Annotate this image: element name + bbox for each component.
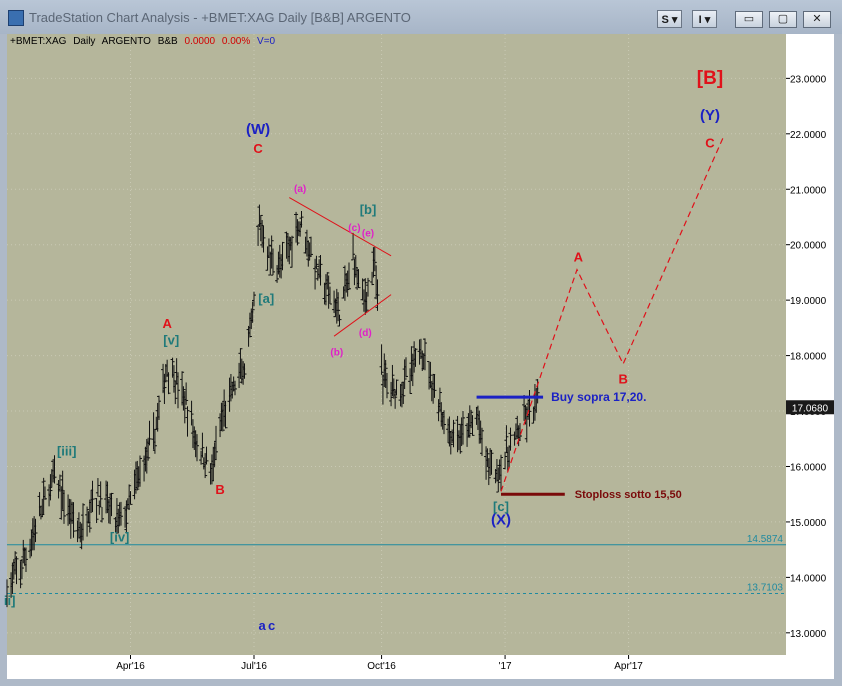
- wave-label: [b]: [360, 202, 377, 217]
- header-volume: V=0: [257, 36, 276, 47]
- price-axis[interactable]: [786, 34, 834, 655]
- price-tick-label: 20.0000: [790, 241, 827, 252]
- styles-menu-button[interactable]: S ▾: [657, 10, 682, 28]
- maximize-button[interactable]: ▢: [769, 11, 797, 28]
- app-icon: [8, 10, 24, 26]
- price-tick-label: 15.0000: [790, 518, 827, 529]
- price-tick-label: 19.0000: [790, 296, 827, 307]
- wave-label: ii]: [4, 593, 16, 608]
- wave-label: [a]: [258, 291, 274, 306]
- wave-label: B: [215, 482, 224, 497]
- price-tick-label: 21.0000: [790, 185, 827, 196]
- wave-label: (c): [348, 223, 360, 234]
- wave-label: (W): [246, 121, 270, 138]
- wave-label: C: [253, 141, 263, 156]
- wave-label: a: [259, 618, 267, 633]
- date-tick-label: Apr'16: [116, 661, 145, 672]
- window-title: TradeStation Chart Analysis - +BMET:XAG …: [29, 10, 411, 25]
- window-bottom-border: [0, 679, 842, 686]
- price-tick-label: 13.0000: [790, 629, 827, 640]
- triangle-trendline: [289, 197, 392, 257]
- header-tag: B&B: [157, 36, 178, 47]
- wave-label: (e): [362, 228, 374, 239]
- wave-label: (Y): [700, 107, 720, 124]
- last-price-label: 17.0680: [792, 403, 829, 414]
- date-tick-label: Oct'16: [367, 661, 396, 672]
- wave-label: (b): [330, 348, 343, 359]
- wave-label: A: [574, 249, 584, 264]
- wave-label: (a): [294, 184, 306, 195]
- wave-label: [v]: [163, 333, 179, 348]
- header-name: ARGENTO: [101, 36, 151, 47]
- wave-label: C: [705, 136, 715, 151]
- chart-header-info: +BMET:XAG Daily ARGENTO B&B 0.0000 0.00%…: [10, 36, 279, 47]
- price-tick-label: 16.0000: [790, 462, 827, 473]
- projection-path: [500, 136, 725, 492]
- close-button[interactable]: ✕: [803, 11, 831, 28]
- wave-label: [iv]: [110, 529, 130, 544]
- wave-label: (d): [359, 328, 372, 339]
- date-axis[interactable]: [7, 655, 786, 679]
- header-interval: Daily: [73, 36, 96, 47]
- wave-label: [B]: [697, 68, 723, 89]
- price-tick-label: 14.0000: [790, 573, 827, 584]
- window-titlebar: TradeStation Chart Analysis - +BMET:XAG …: [0, 0, 842, 34]
- price-tick-label: 22.0000: [790, 130, 827, 141]
- header-change: 0.0000: [184, 36, 216, 47]
- wave-label: [iii]: [57, 443, 77, 458]
- triangle-trendline: [333, 294, 392, 337]
- date-tick-label: Apr'17: [614, 661, 643, 672]
- insert-menu-button[interactable]: I ▾: [692, 10, 717, 28]
- buy-line-label: Buy sopra 17,20.: [551, 390, 646, 404]
- reference-line-label: 13.7103: [747, 582, 784, 593]
- last-price-marker: [786, 400, 834, 415]
- wave-label: A: [162, 316, 172, 331]
- header-pct: 0.00%: [221, 36, 251, 47]
- axis-corner: [786, 655, 834, 679]
- stoploss-line-label: Stoploss sotto 15,50: [575, 489, 682, 501]
- chart-plot-area[interactable]: [7, 34, 786, 655]
- price-tick-label: 23.0000: [790, 74, 827, 85]
- date-tick-label: '17: [499, 661, 512, 672]
- price-tick-label: 18.0000: [790, 352, 827, 363]
- wave-label: B: [618, 371, 627, 386]
- reference-line-label: 14.5874: [747, 534, 784, 545]
- wave-label: c: [268, 618, 275, 633]
- header-symbol: +BMET:XAG: [10, 36, 67, 47]
- wave-label: [c]: [493, 499, 509, 514]
- wave-label: (X): [491, 512, 511, 529]
- minimize-button[interactable]: ▭: [735, 11, 763, 28]
- date-tick-label: Jul'16: [241, 661, 267, 672]
